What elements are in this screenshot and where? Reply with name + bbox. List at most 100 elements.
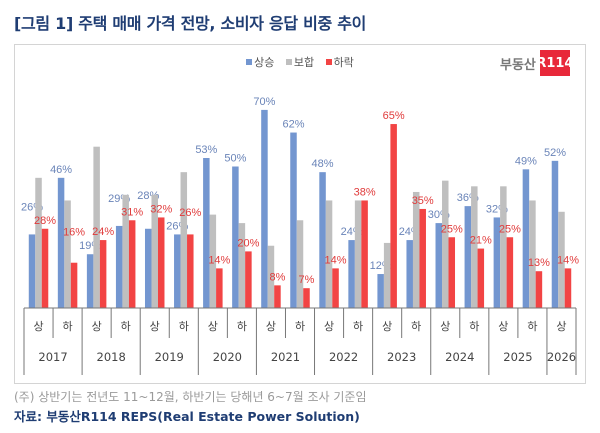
- bar-보합: [354, 200, 362, 308]
- data-label: 14%: [557, 254, 579, 266]
- bar-하락: [157, 217, 165, 308]
- x-tick-label: 하: [179, 319, 189, 333]
- data-label: 16%: [63, 227, 85, 239]
- bar-하락: [361, 200, 368, 308]
- bar-보합: [471, 186, 478, 308]
- bar-상승: [203, 158, 210, 308]
- x-tick-label: 상: [150, 320, 160, 333]
- data-label: 21%: [470, 235, 492, 247]
- x-tick-label: 하: [295, 319, 305, 333]
- data-label: 49%: [515, 155, 537, 167]
- data-label: 38%: [354, 186, 376, 198]
- data-label: 7%: [299, 274, 315, 286]
- year-label: 2026: [547, 350, 576, 364]
- bar-보합: [529, 200, 536, 308]
- bar-보합: [296, 220, 304, 308]
- bar-상승: [493, 217, 501, 308]
- chart-frame: [14, 44, 586, 384]
- bar-상승: [57, 177, 65, 308]
- data-label: 25%: [499, 223, 521, 235]
- bar-하락: [477, 248, 485, 308]
- footnote: (주) 상반기는 전년도 11~12월, 하반기는 당해년 6~7월 조사 기준…: [14, 390, 367, 404]
- year-label: 2020: [213, 350, 242, 364]
- bar-상승: [86, 254, 94, 308]
- bar-보합: [151, 194, 158, 308]
- data-label: 35%: [412, 195, 434, 207]
- r114-logo: 부동산 R114: [500, 50, 573, 76]
- x-tick-label: 상: [498, 320, 508, 333]
- bar-보합: [500, 186, 507, 308]
- figure-title: [그림 1] 주택 매매 가격 전망, 소비자 응답 비중 추이: [14, 14, 367, 33]
- data-label: 14%: [325, 254, 347, 266]
- data-label: 20%: [237, 237, 259, 249]
- bar-하락: [419, 208, 426, 308]
- bar-보합: [442, 180, 449, 308]
- data-label: 46%: [50, 164, 72, 176]
- bar-상승: [290, 132, 297, 308]
- legend-item-fall: 하락: [325, 56, 354, 69]
- bar-보합: [209, 214, 217, 308]
- bar-보합: [238, 223, 246, 308]
- bar-하락: [303, 288, 310, 308]
- x-tick-label: 상: [208, 320, 218, 333]
- x-tick-label: 상: [33, 320, 43, 333]
- data-label: 65%: [383, 110, 405, 122]
- bar-하락: [216, 268, 223, 308]
- bar-보합: [383, 242, 391, 308]
- bar-보합: [325, 200, 333, 308]
- bar-상승: [435, 223, 443, 308]
- data-label: 14%: [208, 254, 230, 266]
- x-tick-label: 하: [469, 319, 479, 333]
- x-tick-label: 상: [92, 320, 102, 333]
- bar-상승: [377, 274, 384, 308]
- x-tick-label: 하: [63, 319, 73, 333]
- legend-label: 하락: [333, 56, 354, 69]
- bar-보합: [122, 194, 129, 308]
- bar-상승: [348, 240, 355, 308]
- data-label: 70%: [253, 96, 275, 108]
- bar-보합: [64, 200, 71, 308]
- logo-text: 부동산: [500, 57, 536, 73]
- data-label: 28%: [34, 215, 56, 227]
- bar-하락: [448, 237, 456, 308]
- bar-상승: [174, 234, 181, 308]
- legend-item-flat: 보합: [285, 56, 314, 69]
- x-tick-label: 하: [411, 319, 421, 333]
- bar-보합: [180, 172, 188, 308]
- year-label: 2019: [155, 350, 184, 364]
- source: 자료: 부동산R114 REPS(Real Estate Power Solut…: [14, 409, 360, 424]
- legend-label: 상승: [254, 56, 275, 69]
- data-label: 26%: [179, 207, 201, 219]
- x-tick-label: 상: [440, 320, 450, 333]
- bar-보합: [35, 177, 42, 308]
- bar-하락: [128, 220, 136, 308]
- bar-하락: [390, 124, 397, 308]
- x-tick-label: 하: [353, 319, 363, 333]
- bar-하락: [274, 285, 281, 308]
- bar-상승: [115, 225, 123, 308]
- bar-하락: [187, 234, 194, 308]
- x-tick-label: 하: [237, 319, 247, 333]
- bar-상승: [406, 240, 413, 308]
- data-label: 13%: [528, 257, 550, 269]
- bar-상승: [464, 206, 472, 308]
- legend-swatch: [325, 59, 332, 65]
- x-tick-label: 상: [266, 320, 276, 333]
- x-tick-label: 상: [382, 320, 392, 333]
- bar-상승: [319, 172, 326, 308]
- year-label: 2021: [271, 350, 300, 364]
- data-label: 50%: [224, 153, 246, 165]
- logo-badge: R114: [536, 50, 573, 76]
- year-label: 2018: [97, 350, 126, 364]
- data-label: 24%: [92, 226, 114, 238]
- data-label: 52%: [544, 147, 566, 159]
- legend: 상승 보합 하락: [0, 54, 600, 70]
- bar-상승: [551, 160, 559, 308]
- bar-하락: [535, 271, 543, 308]
- x-tick-label: 상: [556, 320, 566, 333]
- year-label: 2024: [445, 350, 474, 364]
- bar-상승: [522, 169, 530, 308]
- year-label: 2017: [38, 350, 67, 364]
- legend-swatch: [246, 59, 253, 65]
